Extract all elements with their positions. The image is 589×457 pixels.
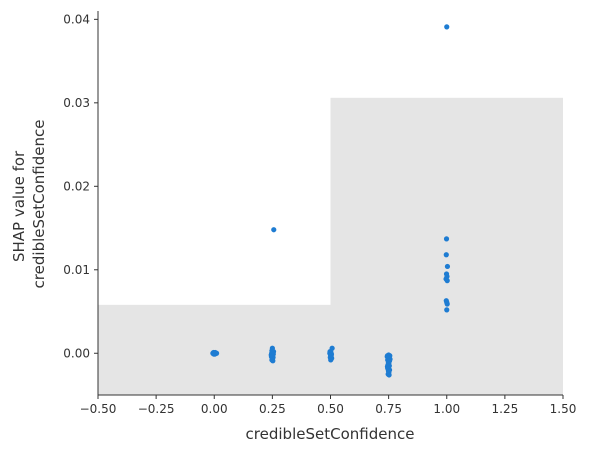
scatter-point xyxy=(443,236,450,242)
y-axis-title-line-1: SHAP value for xyxy=(10,150,28,262)
y-axis-title: SHAP value for credibleSetConfidence xyxy=(10,120,48,289)
x-tick-label: 1.50 xyxy=(550,402,577,416)
scatter-point xyxy=(270,348,277,355)
scatter-point xyxy=(444,24,450,30)
scatter-point xyxy=(443,252,449,258)
x-tick-label: 0.75 xyxy=(375,402,402,416)
scatter-point xyxy=(444,278,450,284)
y-tick-label: 0.02 xyxy=(63,179,90,193)
x-tick-label: 1.00 xyxy=(433,402,460,416)
scatter-point xyxy=(212,349,218,356)
y-tick-label: 0.01 xyxy=(63,263,90,277)
x-tick-label: −0.25 xyxy=(138,402,175,416)
scatter-points xyxy=(210,24,451,378)
x-tick-label: 1.25 xyxy=(492,402,519,416)
scatter-point xyxy=(444,263,451,270)
y-ticks: 0.00 0.01 0.02 0.03 0.04 xyxy=(63,12,98,360)
scatter-point xyxy=(328,357,334,363)
x-tick-label: −0.50 xyxy=(80,402,117,416)
y-axis-title-line-2: credibleSetConfidence xyxy=(30,120,48,289)
scatter-point xyxy=(386,372,392,378)
x-ticks: −0.50 −0.25 0.00 0.25 0.50 0.75 1.00 1.25 1.50 xyxy=(80,395,577,416)
y-tick-label: 0.04 xyxy=(63,12,90,26)
x-tick-label: 0.25 xyxy=(259,402,286,416)
x-tick-label: 0.00 xyxy=(201,402,228,416)
y-tick-label: 0.03 xyxy=(63,96,90,110)
scatter-point xyxy=(387,356,393,362)
scatter-point xyxy=(271,227,277,233)
x-axis-title: credibleSetConfidence xyxy=(246,425,415,443)
scatter-point xyxy=(444,301,450,307)
scatter-point xyxy=(444,307,450,313)
x-tick-label: 0.50 xyxy=(317,402,344,416)
background-histogram xyxy=(98,97,563,396)
scatter-point xyxy=(384,364,391,370)
scatter-point xyxy=(270,358,276,364)
y-tick-label: 0.00 xyxy=(63,346,90,360)
histogram-bin-1 xyxy=(330,97,563,396)
